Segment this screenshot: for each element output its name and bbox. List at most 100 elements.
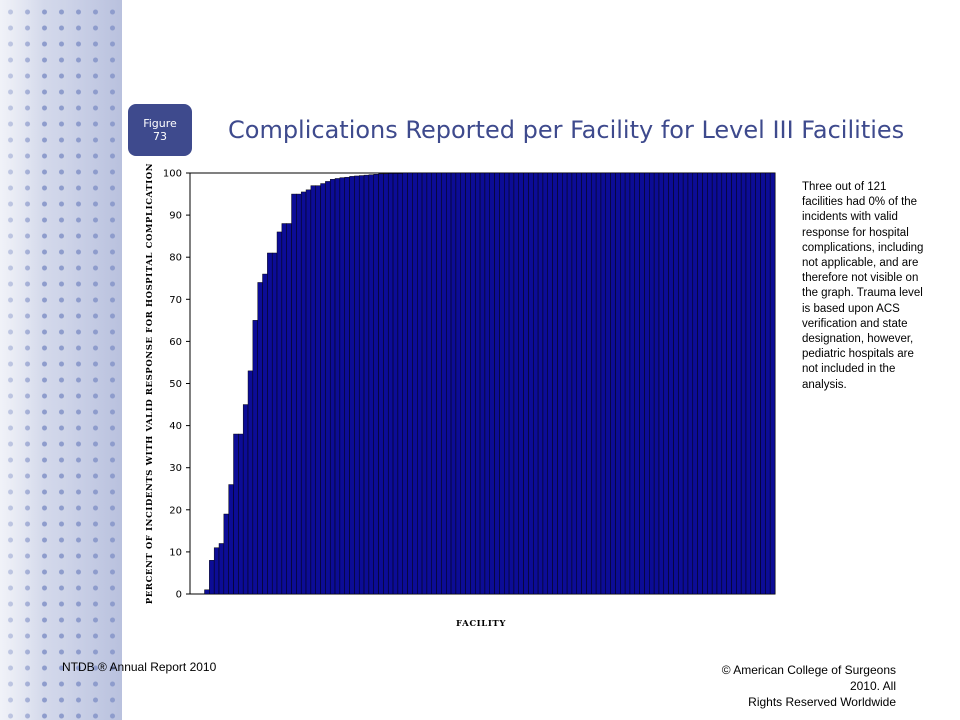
bar — [682, 172, 689, 595]
bar — [209, 560, 215, 595]
bar — [769, 172, 776, 595]
bar — [291, 193, 297, 595]
bar — [518, 172, 524, 595]
bar — [407, 172, 413, 595]
bar — [238, 433, 244, 595]
bar — [397, 173, 403, 595]
y-tick-label: 80 — [169, 253, 182, 264]
bar — [204, 589, 210, 595]
bar — [412, 172, 418, 595]
bar — [257, 282, 263, 595]
bar — [557, 172, 563, 595]
bar — [378, 173, 384, 595]
bar — [765, 172, 771, 595]
bar — [591, 172, 597, 595]
bar — [726, 172, 732, 595]
bar — [329, 179, 336, 595]
bar — [436, 172, 442, 595]
bar — [479, 172, 486, 595]
bar — [658, 172, 665, 595]
bar — [615, 172, 621, 595]
bar — [320, 183, 326, 595]
bar — [305, 189, 312, 595]
y-tick-label: 40 — [169, 421, 182, 432]
bar — [629, 172, 636, 595]
bar — [489, 172, 495, 595]
bar — [668, 172, 674, 595]
bar — [562, 172, 568, 595]
bar — [344, 176, 350, 595]
bar — [504, 172, 510, 595]
y-tick-label: 90 — [169, 211, 182, 222]
bar — [455, 172, 461, 595]
bar — [571, 172, 577, 595]
bar — [286, 223, 292, 595]
bar — [620, 172, 626, 595]
footer-copyright: © American College of Surgeons 2010. All… — [690, 662, 896, 710]
bar — [271, 252, 278, 595]
y-tick-label: 100 — [163, 169, 182, 180]
bar — [663, 172, 669, 595]
bar — [296, 193, 302, 595]
bar — [262, 273, 268, 595]
bar — [576, 172, 582, 595]
bar — [417, 172, 423, 595]
bar — [484, 172, 490, 595]
bar — [678, 172, 684, 595]
footer-copyright-line1: © American College of Surgeons 2010. All — [721, 663, 896, 693]
bar — [431, 172, 437, 595]
bar — [508, 172, 515, 595]
bar — [649, 172, 655, 595]
bar — [595, 172, 602, 595]
footer-copyright-line2: Rights Reserved Worldwide — [748, 695, 896, 709]
bar — [233, 433, 239, 595]
bar — [513, 172, 519, 595]
bar — [740, 172, 747, 595]
bar — [639, 172, 645, 595]
bar — [446, 172, 452, 595]
y-tick-label: 70 — [169, 295, 182, 306]
bar — [499, 172, 505, 595]
footer-report-name: NTDB ® Annual Report 2010 — [62, 660, 217, 674]
figure-badge-label: Figure — [143, 117, 177, 130]
y-tick-label: 50 — [169, 379, 182, 390]
bar-chart: 0 10 20 30 40 50 60 70 80 90 100 PERCENT OF INCIDE… — [145, 163, 776, 629]
bar — [392, 173, 399, 595]
decorative-sidebar — [0, 0, 122, 720]
bar — [402, 172, 408, 595]
bar — [586, 172, 592, 595]
slide-title: Complications Reported per Facility for … — [228, 116, 905, 144]
bar — [315, 185, 321, 595]
bar — [252, 320, 258, 595]
y-tick-label: 20 — [169, 505, 182, 516]
x-axis-title: FACILITY — [456, 619, 506, 629]
bar — [610, 172, 616, 595]
bar — [247, 370, 254, 595]
bar — [281, 223, 287, 595]
bar — [218, 543, 225, 595]
y-axis-title: PERCENT OF INCIDENTS WITH VALID RESPONSE… — [145, 163, 155, 604]
y-tick-label: 10 — [169, 547, 182, 558]
bar — [653, 172, 660, 595]
bar — [707, 172, 713, 595]
y-tick-label: 60 — [169, 337, 182, 348]
bar — [276, 231, 283, 595]
bar — [552, 172, 558, 595]
y-tick-label: 30 — [169, 463, 182, 474]
bar — [581, 172, 587, 595]
bar — [421, 172, 428, 595]
bar — [624, 172, 631, 595]
bar — [716, 172, 723, 595]
bar — [460, 172, 466, 595]
bar — [470, 172, 476, 595]
bar — [644, 172, 650, 595]
bar — [354, 175, 360, 595]
bar — [349, 176, 355, 595]
bar — [358, 175, 365, 595]
y-tick-label: 0 — [176, 590, 182, 601]
bar — [692, 172, 698, 595]
bar — [731, 172, 737, 595]
bar — [528, 172, 534, 595]
bar — [721, 172, 727, 595]
bar — [213, 547, 220, 595]
